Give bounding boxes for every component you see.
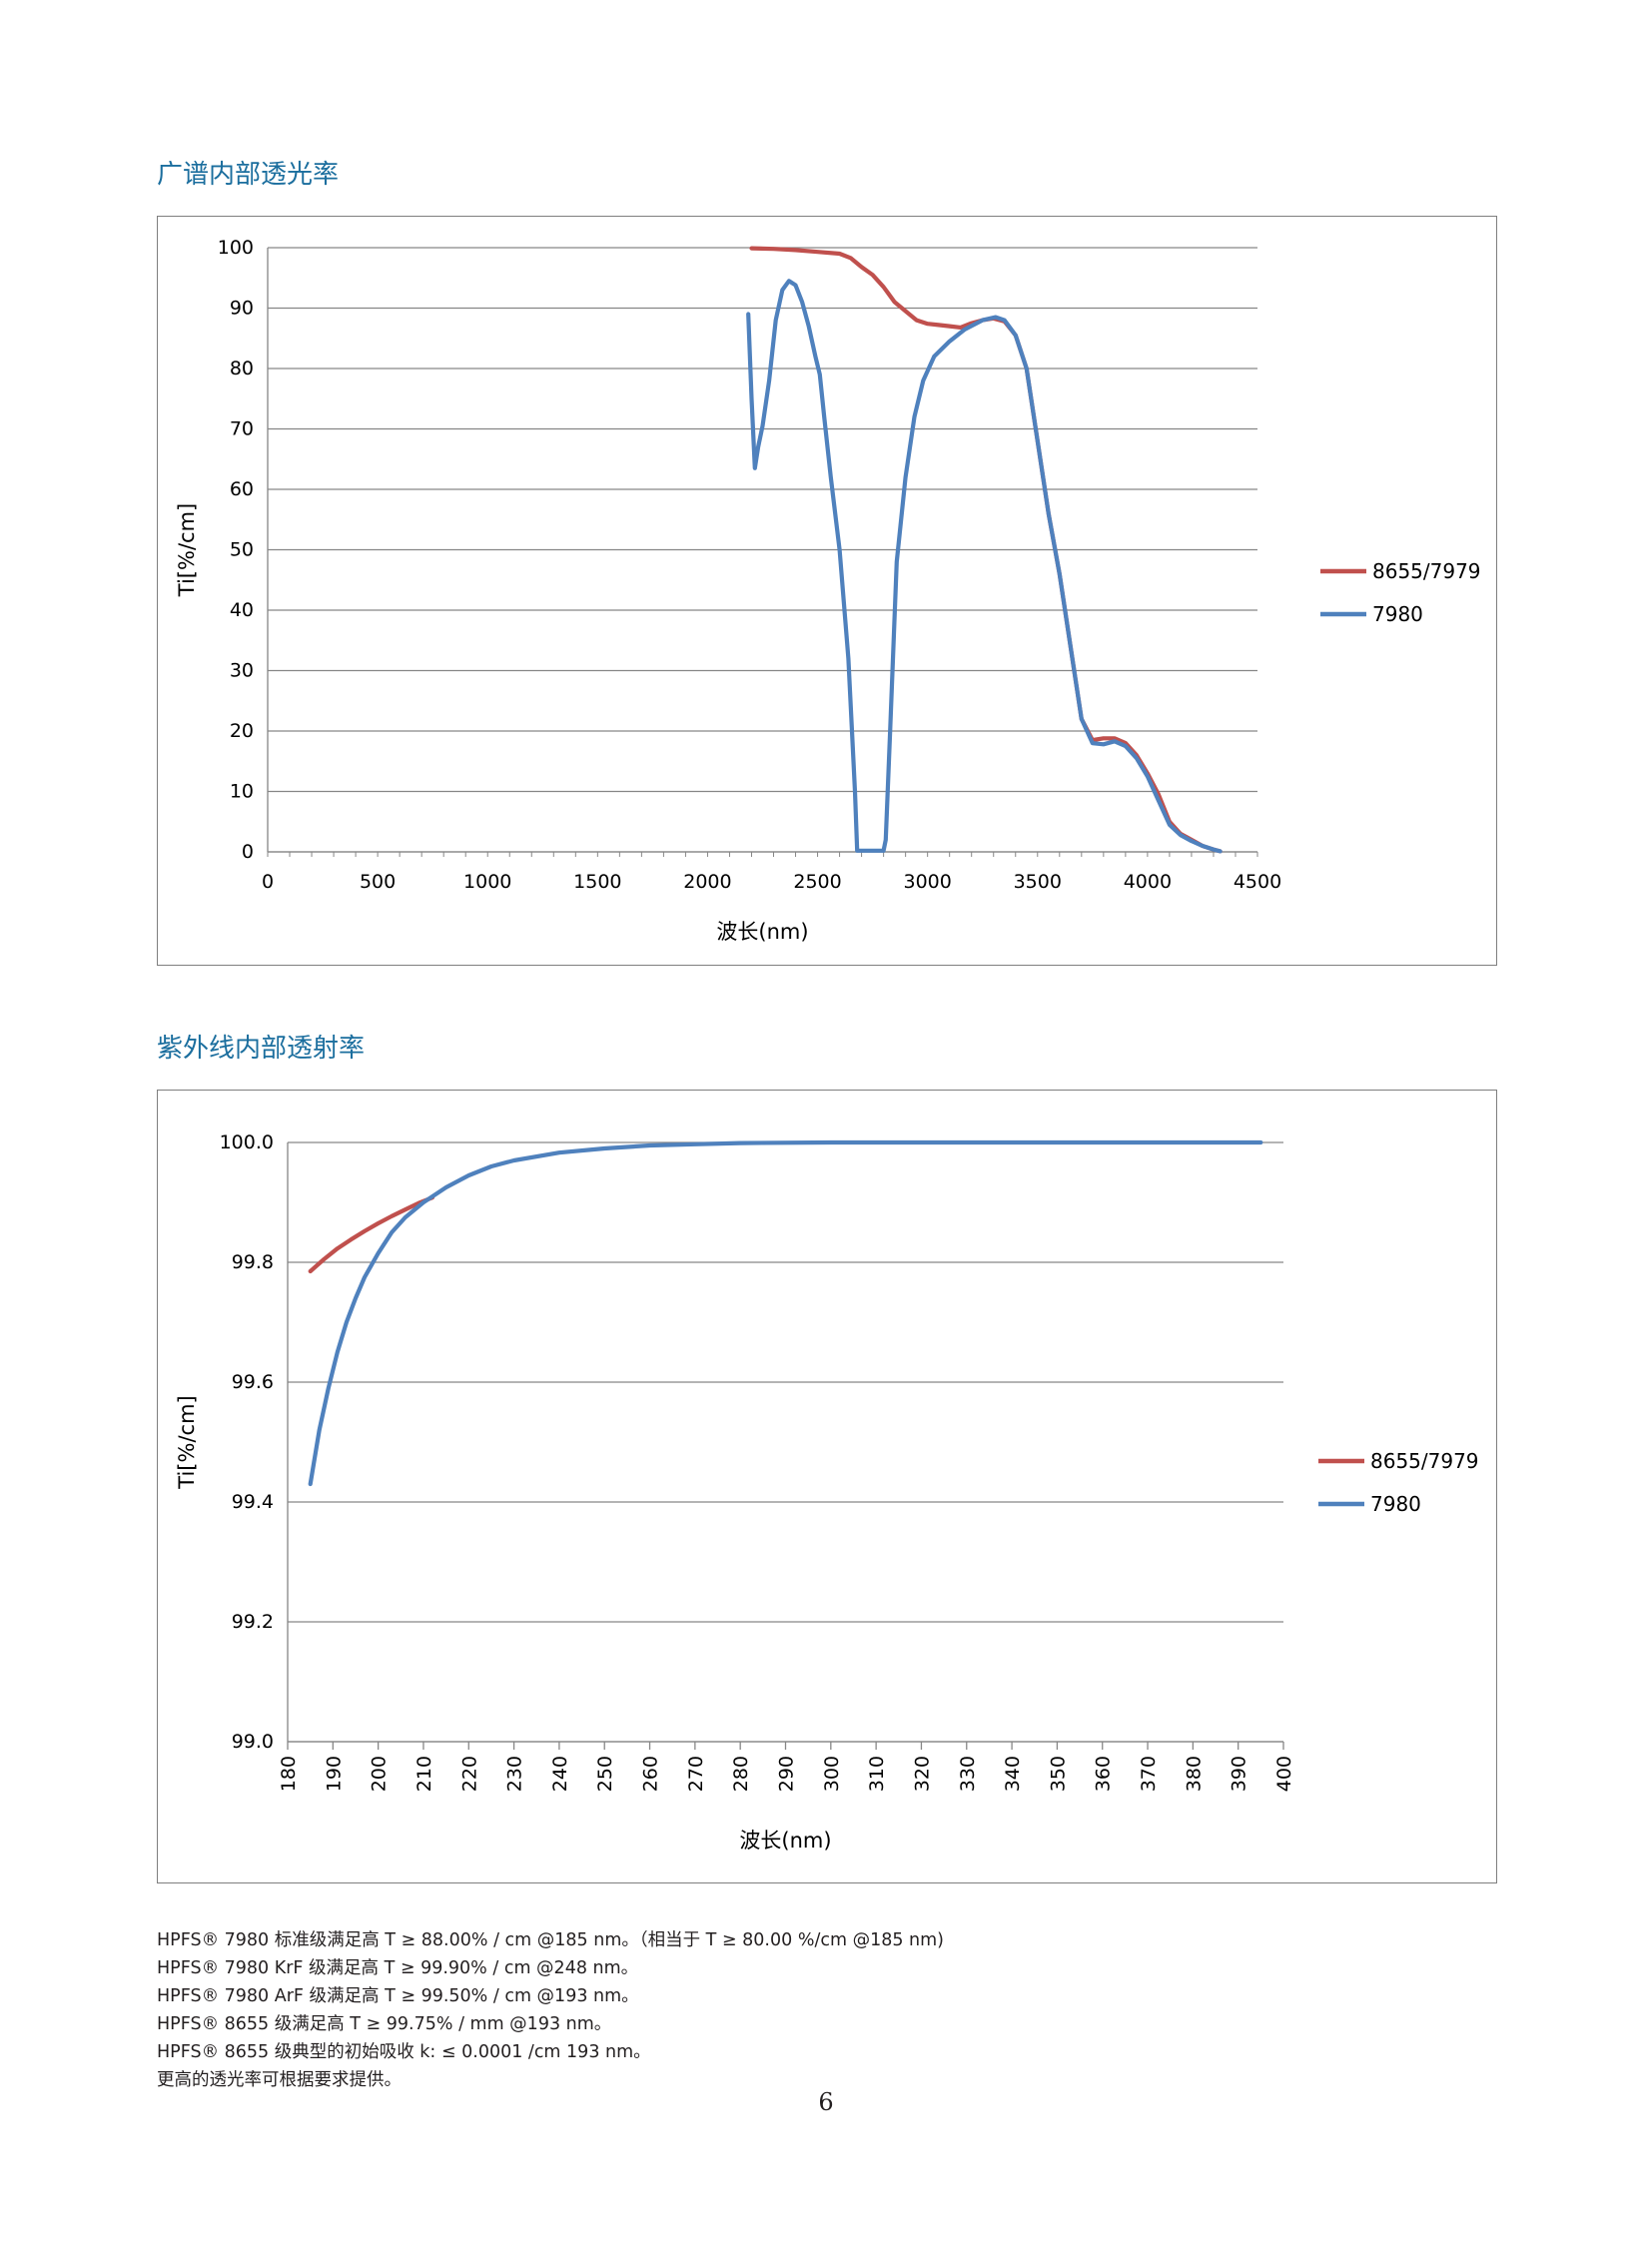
x-tick-label: 220	[458, 1756, 480, 1792]
x-tick-label: 330	[957, 1756, 979, 1792]
y-tick-label: 60	[230, 478, 254, 500]
x-tick-label: 380	[1183, 1756, 1205, 1792]
y-tick-label: 0	[242, 841, 254, 863]
y-tick-label: 10	[230, 781, 254, 803]
legend-label: 7980	[1370, 1492, 1421, 1516]
x-tick-label: 290	[776, 1756, 798, 1792]
y-tick-label: 100.0	[220, 1131, 274, 1153]
x-tick-label: 180	[278, 1756, 300, 1792]
footnote: HPFS® 7980 标准级满足高 T ≥ 88.00% / cm @185 n…	[157, 1930, 945, 1950]
y-axis-title: Ti[%/cm]	[175, 503, 199, 597]
x-tick-label: 340	[1002, 1756, 1024, 1792]
x-tick-label: 270	[685, 1756, 707, 1792]
x-tick-label: 2500	[793, 871, 841, 893]
x-tick-label: 200	[369, 1756, 391, 1792]
x-tick-label: 190	[323, 1756, 345, 1792]
x-axis-title: 波长(nm)	[739, 1829, 831, 1853]
page-number: 6	[818, 2088, 834, 2116]
x-tick-label: 320	[911, 1756, 933, 1792]
footnote: HPFS® 8655 级典型的初始吸收 k: ≤ 0.0001 /cm 193 …	[157, 2042, 651, 2062]
y-tick-label: 30	[230, 660, 254, 682]
footnote: HPFS® 8655 级满足高 T ≥ 99.75% / mm @193 nm。	[157, 2014, 612, 2034]
x-tick-label: 370	[1138, 1756, 1160, 1792]
y-axis-title: Ti[%/cm]	[175, 1395, 199, 1489]
x-tick-label: 300	[821, 1756, 843, 1792]
y-tick-label: 99.4	[232, 1491, 274, 1513]
y-tick-label: 99.0	[232, 1731, 274, 1753]
x-tick-label: 280	[730, 1756, 752, 1792]
y-tick-label: 50	[230, 539, 254, 561]
x-tick-label: 230	[504, 1756, 526, 1792]
footnote: 更高的透光率可根据要求提供。	[157, 2070, 402, 2090]
footnote: HPFS® 7980 KrF 级满足高 T ≥ 99.90% / cm @248…	[157, 1958, 639, 1978]
x-tick-label: 400	[1273, 1756, 1295, 1792]
legend-label: 8655/7979	[1372, 559, 1481, 583]
y-tick-label: 99.2	[232, 1611, 274, 1633]
series-line-red	[308, 1195, 435, 1274]
legend-label: 8655/7979	[1370, 1449, 1479, 1473]
x-tick-label: 1500	[573, 871, 621, 893]
x-tick-label: 3500	[1014, 871, 1062, 893]
series-line-blue	[746, 279, 1223, 854]
x-tick-label: 350	[1047, 1756, 1069, 1792]
x-tick-label: 360	[1093, 1756, 1115, 1792]
chart-uv-transmission: 99.0 99.2 99.4 99.6 99.8 100.0 180 190 200 210 220…	[175, 1131, 1479, 1853]
x-tick-label: 500	[360, 871, 396, 893]
chart-panel-uv-transmission: 99.0 99.2 99.4 99.6 99.8 100.0 180 190 200 210 220…	[157, 1090, 1497, 1883]
x-tick-label: 3000	[903, 871, 951, 893]
x-tick-label: 210	[413, 1756, 435, 1792]
x-tick-label: 250	[594, 1756, 616, 1792]
y-tick-label: 40	[230, 599, 254, 621]
legend-label: 7980	[1372, 602, 1423, 626]
section-title-broadband: 广谱内部透光率	[157, 160, 340, 190]
x-tick-label: 310	[866, 1756, 888, 1792]
x-axis-title: 波长(nm)	[716, 920, 808, 944]
x-tick-label: 240	[549, 1756, 571, 1792]
y-tick-label: 99.6	[232, 1371, 274, 1393]
y-tick-label: 100	[218, 237, 254, 259]
y-tick-label: 99.8	[232, 1251, 274, 1273]
series-line-blue	[308, 1139, 1263, 1487]
x-tick-label: 0	[262, 871, 274, 893]
x-tick-label: 4000	[1124, 871, 1172, 893]
chart-panel-broadband-transmission: 0 10 20 30 40 50 60 70 80 90 100 0 500 1000 1500 2000 25…	[157, 216, 1497, 966]
y-tick-label: 20	[230, 720, 254, 742]
y-tick-label: 90	[230, 298, 254, 320]
y-tick-label: 80	[230, 358, 254, 379]
x-tick-label: 1000	[463, 871, 511, 893]
section-title-uv: 紫外线内部透射率	[157, 1034, 366, 1064]
x-tick-label: 260	[640, 1756, 662, 1792]
footnotes: HPFS® 7980 标准级满足高 T ≥ 88.00% / cm @185 n…	[157, 1926, 944, 2094]
footnote: HPFS® 7980 ArF 级满足高 T ≥ 99.50% / cm @193…	[157, 1986, 639, 2006]
y-tick-label: 70	[230, 418, 254, 440]
x-tick-label: 2000	[683, 871, 731, 893]
x-tick-label: 4500	[1234, 871, 1281, 893]
x-tick-label: 390	[1229, 1756, 1250, 1792]
